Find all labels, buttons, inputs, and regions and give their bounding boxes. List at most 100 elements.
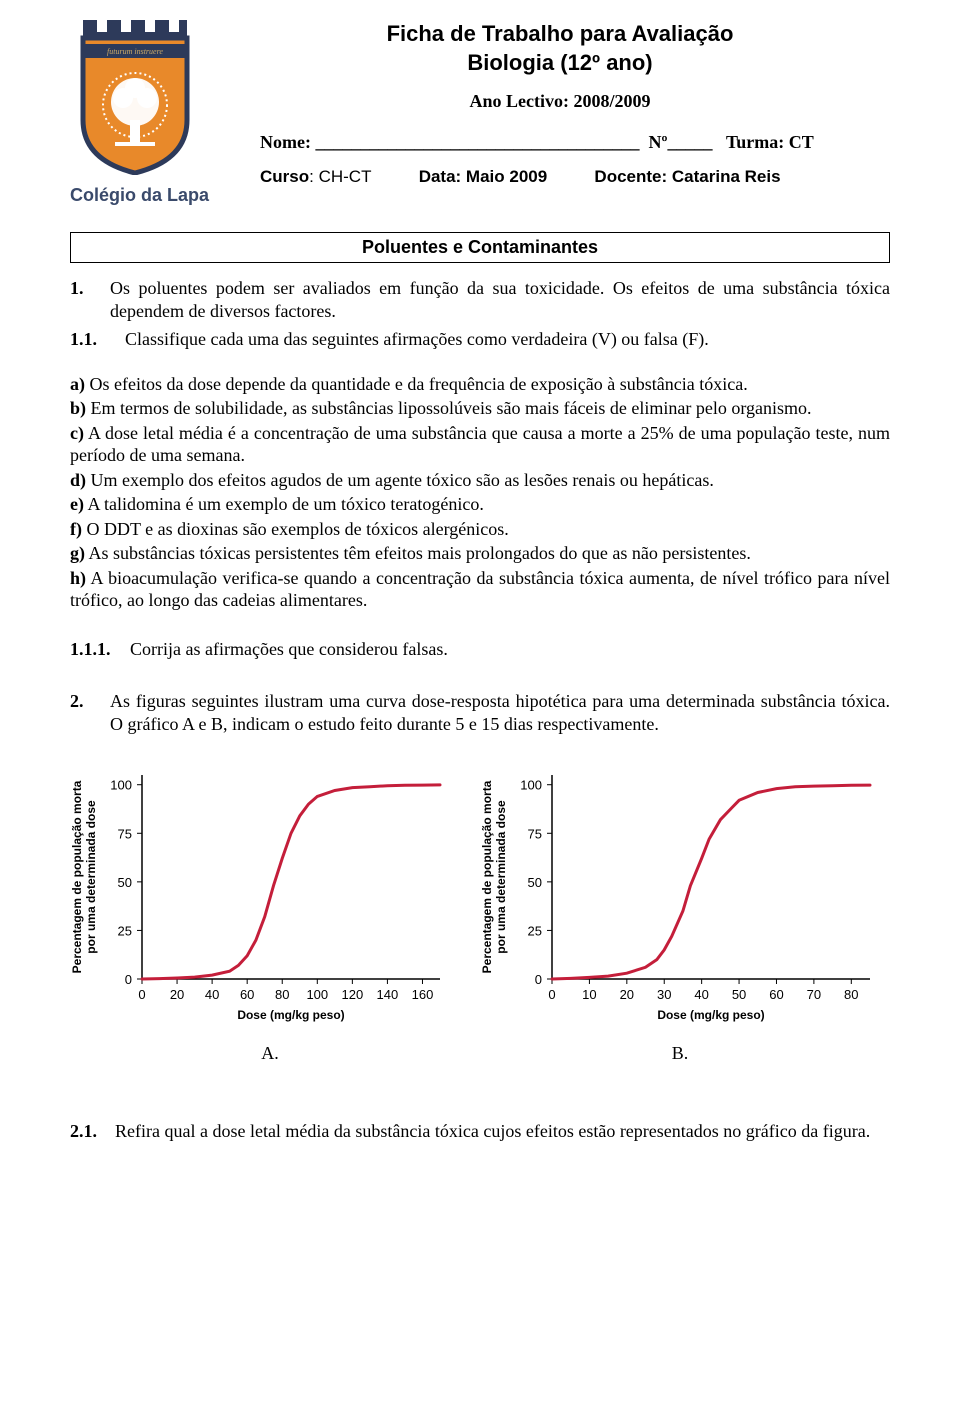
svg-text:50: 50 — [732, 987, 746, 1002]
item-g: g) As substâncias tóxicas persistentes t… — [70, 542, 890, 565]
item-h-text: A bioacumulação verifica-se quando a con… — [70, 568, 890, 611]
item-g-label: g) — [70, 543, 85, 563]
item-c: c) A dose letal média é a concentração d… — [70, 422, 890, 467]
svg-text:50: 50 — [118, 875, 132, 890]
svg-text:por uma determinada dose: por uma determinada dose — [494, 800, 508, 954]
page: futurum instruere Colégio da Lapa Ficha … — [0, 0, 960, 1189]
docente-label: Docente: Catarina Reis — [594, 167, 780, 186]
svg-text:Dose (mg/kg peso): Dose (mg/kg peso) — [657, 1008, 764, 1022]
chart-b: 010203040506070800255075100Dose (mg/kg p… — [480, 765, 880, 1025]
item-e-text: A talidomina é um exemplo de um tóxico t… — [84, 494, 484, 514]
q2-num: 2. — [70, 690, 110, 735]
svg-text:0: 0 — [548, 987, 555, 1002]
svg-text:80: 80 — [275, 987, 289, 1002]
chart-a-wrap: 0204060801001201401600255075100Dose (mg/… — [70, 765, 450, 1025]
q1-1-1-block: 1.1.1. Corrija as afirmações que conside… — [70, 638, 890, 661]
item-d-text: Um exemplo dos efeitos agudos de um agen… — [86, 470, 714, 490]
q1-1-1-num: 1.1.1. — [70, 638, 130, 661]
svg-text:75: 75 — [528, 826, 542, 841]
item-c-label: c) — [70, 423, 84, 443]
no-label: Nº — [648, 132, 667, 152]
item-d: d) Um exemplo dos efeitos agudos de um a… — [70, 469, 890, 492]
doc-title-line1: Ficha de Trabalho para Avaliação — [230, 20, 890, 49]
svg-text:0: 0 — [535, 972, 542, 987]
ano-lectivo: Ano Lectivo: 2008/2009 — [230, 91, 890, 112]
item-b-text: Em termos de solubilidade, as substância… — [86, 398, 812, 418]
item-b-label: b) — [70, 398, 86, 418]
item-d-label: d) — [70, 470, 86, 490]
svg-text:100: 100 — [520, 778, 542, 793]
q2-block: 2. As figuras seguintes ilustram uma cur… — [70, 690, 890, 735]
data-label: Data: Maio 2009 — [419, 167, 548, 186]
charts-row: 0 20 40 60 80 100 120 140 160 0 25 50 75 100 Dose (mg/… — [70, 765, 890, 1025]
chart-a: 0204060801001201401600255075100Dose (mg/… — [70, 765, 450, 1025]
item-c-text: A dose letal média é a concentração de u… — [70, 423, 890, 466]
item-f-label: f) — [70, 519, 82, 539]
svg-text:20: 20 — [620, 987, 634, 1002]
svg-text:60: 60 — [769, 987, 783, 1002]
q1-intro: Os poluentes podem ser avaliados em funç… — [110, 277, 890, 322]
logo-column: futurum instruere Colégio da Lapa — [70, 20, 230, 206]
q1-block: 1. Os poluentes podem ser avaliados em f… — [70, 277, 890, 322]
item-e: e) A talidomina é um exemplo de um tóxic… — [70, 493, 890, 516]
q21-block: 2.1. Refira qual a dose letal média da s… — [70, 1120, 890, 1143]
item-f: f) O DDT e as dioxinas são exemplos de t… — [70, 518, 890, 541]
body-text: 1. Os poluentes podem ser avaliados em f… — [70, 277, 890, 735]
school-name: Colégio da Lapa — [70, 185, 230, 206]
curso-line: Curso: CH-CT Data: Maio 2009 Docente: Ca… — [230, 167, 890, 187]
item-h-label: h) — [70, 568, 86, 588]
nome-line: Nome: __________________________________… — [230, 132, 890, 153]
svg-text:70: 70 — [807, 987, 821, 1002]
q1-1-block: 1.1. Classifique cada uma das seguintes … — [70, 328, 890, 351]
svg-text:120: 120 — [342, 987, 364, 1002]
section-title-box: Poluentes e Contaminantes — [70, 232, 890, 263]
chart-labels-row: A. B. — [70, 1043, 890, 1064]
item-f-text: O DDT e as dioxinas são exemplos de tóxi… — [82, 519, 509, 539]
q21-num: 2.1. — [70, 1120, 115, 1143]
item-e-label: e) — [70, 494, 84, 514]
svg-text:100: 100 — [306, 987, 328, 1002]
svg-text:25: 25 — [118, 923, 132, 938]
svg-text:60: 60 — [240, 987, 254, 1002]
nome-blank: ____________________________________ — [315, 132, 639, 152]
shield-svg: futurum instruere — [75, 20, 195, 175]
header-row: futurum instruere Colégio da Lapa Ficha … — [70, 20, 890, 206]
curso-value: : CH-CT — [309, 167, 371, 186]
chart-a-letter: A. — [80, 1043, 460, 1064]
logo-motto-text: futurum instruere — [107, 47, 163, 56]
svg-text:por uma determinada dose: por uma determinada dose — [84, 800, 98, 954]
no-blank: _____ — [667, 132, 712, 152]
svg-text:Percentagem de população morta: Percentagem de população morta — [70, 780, 84, 973]
nome-label: Nome: — [260, 132, 311, 152]
svg-text:Dose (mg/kg peso): Dose (mg/kg peso) — [237, 1008, 344, 1022]
svg-text:140: 140 — [377, 987, 399, 1002]
q1-1-1-text: Corrija as afirmações que considerou fal… — [130, 638, 890, 661]
item-a-label: a) — [70, 374, 85, 394]
svg-text:30: 30 — [657, 987, 671, 1002]
chart-b-wrap: 010203040506070800255075100Dose (mg/kg p… — [480, 765, 880, 1025]
q1-1-text: Classifique cada uma das seguintes afirm… — [125, 328, 890, 351]
q21-wrap: 2.1. Refira qual a dose letal média da s… — [70, 1120, 890, 1143]
item-a-text: Os efeitos da dose depende da quantidade… — [85, 374, 748, 394]
svg-text:160: 160 — [412, 987, 434, 1002]
item-h: h) A bioacumulação verifica-se quando a … — [70, 567, 890, 612]
doc-title-line2: Biologia (12º ano) — [230, 49, 890, 78]
svg-text:40: 40 — [694, 987, 708, 1002]
item-a: a) Os efeitos da dose depende da quantid… — [70, 373, 890, 396]
title-column: Ficha de Trabalho para Avaliação Biologi… — [230, 20, 890, 187]
svg-text:40: 40 — [205, 987, 219, 1002]
q21-text: Refira qual a dose letal média da substâ… — [115, 1120, 890, 1143]
school-logo: futurum instruere — [75, 20, 195, 175]
turma-label: Turma: CT — [726, 132, 814, 152]
q2-text: As figuras seguintes ilustram uma curva … — [110, 690, 890, 735]
chart-b-letter: B. — [480, 1043, 880, 1064]
curso-label: Curso — [260, 167, 309, 186]
item-b: b) Em termos de solubilidade, as substân… — [70, 397, 890, 420]
q1-1-num: 1.1. — [70, 328, 125, 351]
svg-text:0: 0 — [138, 987, 145, 1002]
svg-text:Percentagem de população morta: Percentagem de população morta — [480, 780, 494, 973]
q1-num: 1. — [70, 277, 110, 322]
svg-text:100: 100 — [110, 778, 132, 793]
item-g-text: As substâncias tóxicas persistentes têm … — [85, 543, 751, 563]
svg-text:20: 20 — [170, 987, 184, 1002]
